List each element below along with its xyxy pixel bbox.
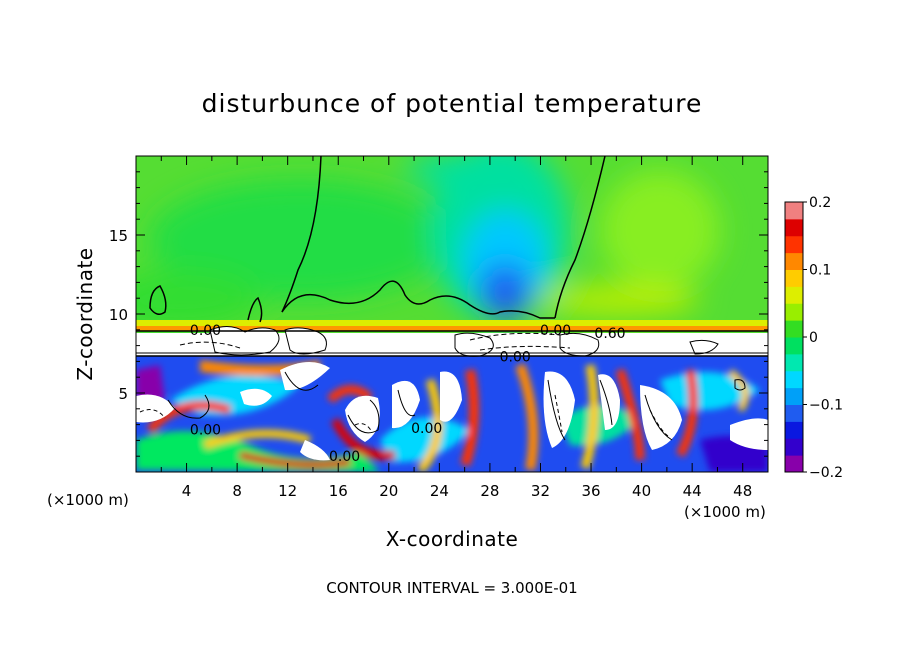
colorbar-swatch [785,455,803,473]
colorbar-tick-label: −0.1 [809,398,843,414]
colorbar-swatch [785,202,803,220]
contour-labels: 0.00 0.00 0.60 0.00 0.00 0.00 0.00 [190,323,626,465]
colorbar-swatch [785,353,803,372]
colorbar [784,201,804,473]
colorbar-swatch [785,387,803,405]
y-axis-label: Z-coordinate [73,247,97,380]
colorbar-swatch [785,421,803,439]
x-tick-label: 12 [278,482,297,500]
x-tick-label: 32 [531,482,550,500]
heatmap-field [136,156,768,472]
colorbar-swatch [785,438,803,456]
x-axis-unit-label: (×1000 m) [47,491,129,509]
y-axis-unit-label: (×1000 m) [684,503,766,521]
x-axis-ticks: 4 8 12 16 20 24 28 32 36 40 44 48 [160,156,752,500]
colorbar-swatch [785,252,803,270]
x-axis-label: X-coordinate [386,527,519,551]
x-tick-label: 4 [182,482,192,500]
colorbar-ticks: 0.2 0.1 0 −0.1 −0.2 [803,195,843,481]
x-tick-label: 20 [379,482,398,500]
y-axis-ticks: 5 10 15 [109,171,768,457]
contour-label: 0.60 [594,326,625,342]
contour-label: 0.00 [411,421,442,437]
colorbar-swatch [785,303,803,321]
x-tick-label: 40 [632,482,651,500]
colorbar-tick-label: 0.2 [809,195,831,211]
y-tick-label: 15 [109,227,128,245]
contour-label: 0.00 [500,350,531,366]
colorbar-swatch [785,404,803,422]
contour-label: 0.00 [190,422,221,438]
colorbar-swatch [785,218,803,237]
contour-label: 0.00 [540,323,571,339]
y-tick-label: 5 [118,385,128,403]
colorbar-swatch [785,337,803,355]
y-tick-label: 10 [109,306,128,324]
x-tick-label: 16 [329,482,348,500]
x-tick-label: 28 [480,482,499,500]
contour-label: 0.00 [190,323,221,339]
x-tick-label: 48 [733,482,752,500]
contour-interval-note: CONTOUR INTERVAL = 3.000E-01 [326,579,577,597]
colorbar-tick-label: 0 [809,330,818,346]
colorbar-swatch [785,320,803,338]
chart-title: disturbunce of potential temperature [202,89,703,118]
x-tick-label: 36 [581,482,600,500]
x-tick-label: 44 [683,482,702,500]
colorbar-swatch [785,370,803,389]
colorbar-tick-label: −0.2 [809,465,843,481]
x-tick-label: 24 [430,482,449,500]
colorbar-tick-label: 0.1 [809,263,831,279]
contour-label: 0.00 [329,449,360,465]
colorbar-swatch [785,269,803,287]
x-tick-label: 8 [232,482,242,500]
colorbar-swatch [785,286,803,304]
colorbar-swatch [785,235,803,254]
